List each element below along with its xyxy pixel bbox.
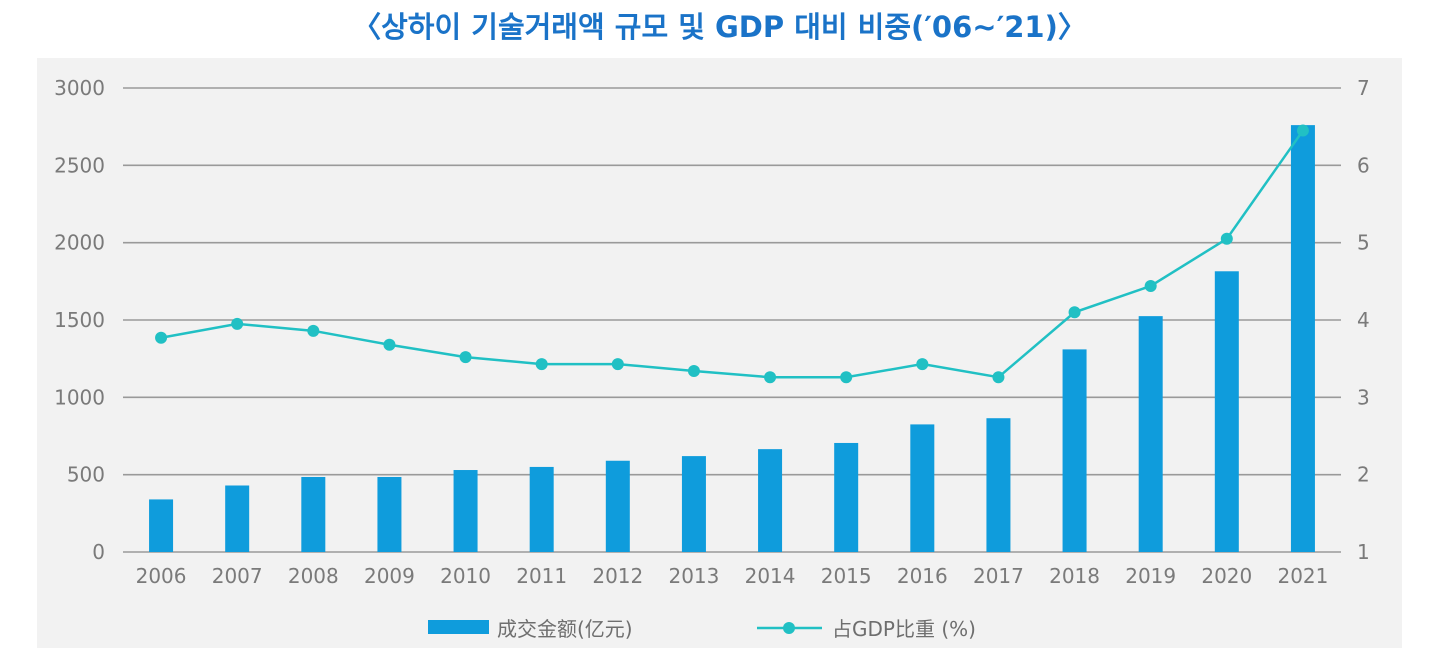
bar-2021 [1290, 125, 1315, 553]
bar-series [149, 125, 1315, 553]
line-point-2016 [916, 358, 929, 371]
line-point-2020 [1220, 232, 1233, 245]
left-axis-ticks: 0 500 1000 1500 2000 2500 3000 [54, 76, 105, 564]
line-point-2008 [307, 324, 320, 337]
legend-bar-swatch [428, 620, 489, 634]
x-tick-label: 2008 [288, 564, 339, 588]
right-tick-label: 2 [1357, 463, 1370, 487]
x-tick-label: 2015 [821, 564, 872, 588]
x-tick-label: 2009 [364, 564, 415, 588]
bar-2009 [377, 476, 402, 552]
bar-2012 [605, 460, 630, 552]
chart-title: 〈상하이 기술거래액 규모 및 GDP 대비 비중(′06~′21)〉 [352, 10, 1087, 44]
x-tick-label: 2006 [136, 564, 187, 588]
line-point-2013 [687, 365, 700, 378]
right-axis-ticks: 1 2 3 4 5 6 7 [1357, 76, 1370, 564]
bar-2015 [834, 442, 859, 552]
x-axis-ticks: 2006 2007 2008 2009 2010 2011 2012 2013 2014 2015… [136, 564, 1329, 588]
left-tick-label: 3000 [54, 76, 105, 100]
bar-2007 [225, 485, 250, 552]
legend-line-label: 占GDP比重 (%) [832, 617, 976, 641]
line-point-2018 [1068, 306, 1081, 319]
line-point-2014 [764, 371, 777, 384]
right-tick-label: 1 [1357, 540, 1370, 564]
x-tick-label: 2012 [592, 564, 643, 588]
line-point-2010 [459, 351, 472, 364]
grid-lines [123, 87, 1341, 553]
bar-2014 [758, 449, 783, 552]
right-tick-label: 6 [1357, 153, 1370, 177]
x-tick-label: 2021 [1277, 564, 1328, 588]
line-point-2021 [1296, 124, 1309, 137]
right-tick-label: 7 [1357, 76, 1370, 100]
bar-2019 [1138, 316, 1163, 552]
chart-panel [37, 58, 1402, 648]
bar-2016 [910, 424, 935, 552]
line-point-2009 [383, 338, 396, 351]
bar-2020 [1214, 271, 1239, 552]
line-point-2019 [1144, 279, 1157, 292]
legend-bar-label: 成交金额(亿元) [497, 617, 633, 641]
gdp-share-line [160, 129, 1304, 379]
line-point-2012 [611, 358, 624, 371]
x-tick-label: 2010 [440, 564, 491, 588]
left-tick-label: 0 [92, 540, 105, 564]
left-tick-label: 2500 [54, 153, 105, 177]
x-tick-label: 2019 [1125, 564, 1176, 588]
bar-2010 [453, 470, 478, 552]
line-point-2017 [992, 371, 1005, 384]
bar-2011 [529, 466, 554, 552]
left-tick-label: 2000 [54, 231, 105, 255]
left-tick-label: 500 [67, 463, 105, 487]
x-tick-label: 2020 [1201, 564, 1252, 588]
line-point-2011 [535, 358, 548, 371]
right-tick-label: 4 [1357, 308, 1370, 332]
x-tick-label: 2007 [212, 564, 263, 588]
left-tick-label: 1000 [54, 385, 105, 409]
x-tick-label: 2011 [516, 564, 567, 588]
x-tick-label: 2017 [973, 564, 1024, 588]
x-tick-label: 2016 [897, 564, 948, 588]
right-tick-label: 3 [1357, 385, 1370, 409]
x-tick-label: 2014 [745, 564, 796, 588]
right-tick-label: 5 [1357, 231, 1370, 255]
bar-2017 [986, 418, 1011, 552]
line-point-2007 [231, 317, 244, 330]
left-tick-label: 1500 [54, 308, 105, 332]
x-tick-label: 2013 [668, 564, 719, 588]
bar-2008 [301, 476, 326, 552]
bar-2006 [149, 499, 174, 552]
line-series [155, 124, 1309, 384]
legend-line-marker [783, 622, 795, 634]
x-tick-label: 2018 [1049, 564, 1100, 588]
legend: 成交金额(亿元) 占GDP比重 (%) [428, 617, 976, 641]
bar-2013 [681, 456, 706, 552]
line-point-2006 [155, 331, 168, 344]
line-point-2015 [840, 371, 853, 384]
bar-2018 [1062, 349, 1087, 552]
